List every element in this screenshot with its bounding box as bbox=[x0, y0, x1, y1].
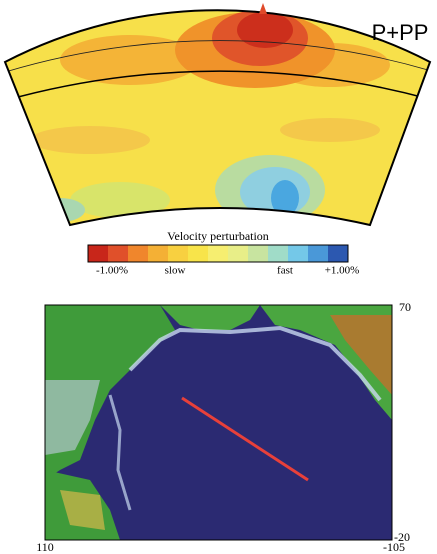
great-circle-path bbox=[181, 396, 309, 482]
lat-label: 70 bbox=[399, 300, 411, 314]
station-marker bbox=[259, 3, 267, 14]
lon-label: -105 bbox=[383, 540, 405, 554]
map bbox=[45, 305, 392, 540]
colorbar bbox=[87, 244, 349, 263]
colorbar-label: -1.00% bbox=[96, 265, 128, 277]
colorbar-title: Velocity perturbation bbox=[167, 229, 269, 243]
section-label: P+PP bbox=[372, 20, 429, 45]
map-frame bbox=[44, 304, 393, 541]
colorbar-label: +1.00% bbox=[325, 265, 360, 277]
section-outline bbox=[3, 9, 432, 227]
colorbar-label: slow bbox=[165, 265, 186, 277]
lon-label: 110 bbox=[36, 540, 54, 554]
lat-label: -20 bbox=[394, 530, 410, 544]
colorbar-label: fast bbox=[277, 265, 293, 277]
